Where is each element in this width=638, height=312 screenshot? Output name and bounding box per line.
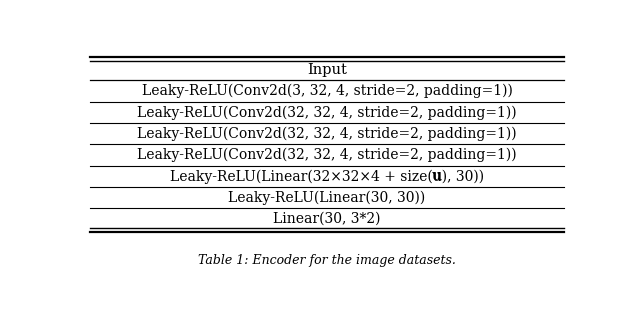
Text: Leaky-ReLU(Linear(30, 30)): Leaky-ReLU(Linear(30, 30)) <box>228 190 426 205</box>
Text: Table 1: Encoder for the image datasets.: Table 1: Encoder for the image datasets. <box>198 254 456 267</box>
Text: Input: Input <box>307 63 347 77</box>
Text: Leaky-ReLU(Conv2d(32, 32, 4, stride=2, padding=1)): Leaky-ReLU(Conv2d(32, 32, 4, stride=2, p… <box>137 148 517 162</box>
Text: Leaky-ReLU(Conv2d(32, 32, 4, stride=2, padding=1)): Leaky-ReLU(Conv2d(32, 32, 4, stride=2, p… <box>137 105 517 119</box>
Text: Leaky-ReLU(Conv2d(3, 32, 4, stride=2, padding=1)): Leaky-ReLU(Conv2d(3, 32, 4, stride=2, pa… <box>142 84 512 98</box>
Text: Leaky-ReLU(Conv2d(32, 32, 4, stride=2, padding=1)): Leaky-ReLU(Conv2d(32, 32, 4, stride=2, p… <box>137 126 517 141</box>
Text: Linear(30, 3*2): Linear(30, 3*2) <box>273 212 381 226</box>
Text: u: u <box>432 169 442 183</box>
Text: Leaky-ReLU(Linear(32×32×4 + size(u), 30)): Leaky-ReLU(Linear(32×32×4 + size(u), 30)… <box>170 169 484 183</box>
